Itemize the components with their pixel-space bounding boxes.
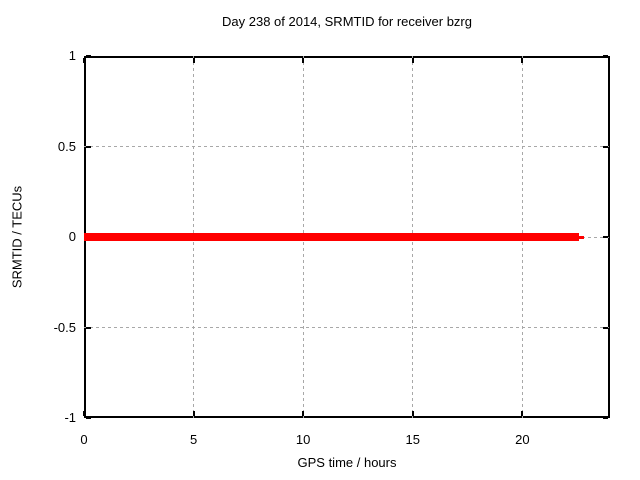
y-tick-mark-right (603, 145, 608, 148)
x-tick-mark-top (302, 58, 305, 63)
y-tick-mark-left (86, 417, 91, 419)
x-tick-mark-top (192, 58, 195, 63)
y-tick-label: -1 (64, 410, 76, 425)
y-tick-mark-right (603, 326, 608, 329)
y-tick-label: -0.5 (53, 319, 76, 335)
y-tick-mark-left (86, 55, 91, 57)
x-tick-mark-top (83, 58, 85, 63)
chart-title: Day 238 of 2014, SRMTID for receiver bzr… (222, 14, 472, 29)
y-tick-mark-left (86, 326, 91, 329)
x-tick-label: 10 (295, 432, 311, 447)
y-tick-mark-right (603, 236, 608, 238)
x-tick-mark-bottom (192, 411, 195, 416)
x-tick-label: 15 (405, 432, 420, 447)
gridline-horizontal (84, 327, 610, 328)
x-tick-label: 0 (80, 432, 88, 447)
x-tick-mark-bottom (521, 411, 524, 416)
y-tick-mark-right (603, 55, 608, 57)
series-line-srmtid (579, 235, 584, 239)
y-tick-mark-right (603, 417, 608, 419)
y-tick-label: 1 (68, 48, 76, 63)
x-tick-mark-top (521, 58, 524, 63)
x-tick-label: 5 (189, 432, 198, 447)
y-tick-label: 0 (68, 229, 76, 244)
x-tick-mark-bottom (302, 411, 305, 416)
x-tick-mark-bottom (411, 411, 414, 416)
x-axis-label: GPS time / hours (297, 455, 397, 470)
y-tick-label: 0.5 (57, 138, 76, 154)
y-tick-mark-left (86, 145, 91, 148)
x-tick-mark-top (411, 58, 414, 63)
series-line-srmtid (84, 233, 580, 241)
x-tick-label: 20 (515, 432, 530, 447)
x-tick-mark-bottom (83, 411, 85, 416)
gridline-horizontal (84, 146, 610, 147)
plot-area (83, 55, 610, 419)
